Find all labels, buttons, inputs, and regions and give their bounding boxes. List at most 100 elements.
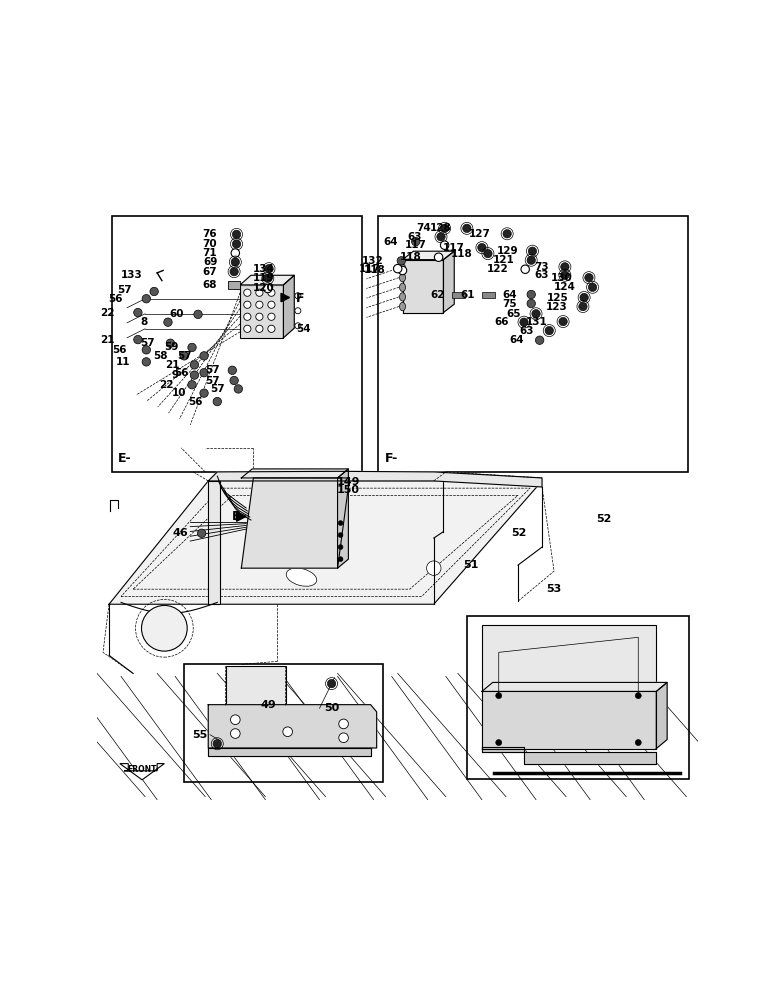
Text: 57: 57 xyxy=(210,384,224,394)
Circle shape xyxy=(230,729,240,738)
Text: 68: 68 xyxy=(203,280,217,290)
Bar xyxy=(482,625,656,691)
Polygon shape xyxy=(482,682,667,691)
Circle shape xyxy=(585,273,593,282)
Text: 118: 118 xyxy=(400,252,422,262)
Circle shape xyxy=(282,727,293,737)
Text: 64: 64 xyxy=(502,290,517,300)
Polygon shape xyxy=(281,293,289,302)
Circle shape xyxy=(561,263,569,271)
Ellipse shape xyxy=(400,293,406,301)
Circle shape xyxy=(520,318,528,326)
Text: 21: 21 xyxy=(101,335,115,345)
Circle shape xyxy=(527,256,535,264)
Text: 67: 67 xyxy=(203,267,217,277)
Text: 55: 55 xyxy=(192,730,207,740)
Circle shape xyxy=(441,241,449,249)
Text: 52: 52 xyxy=(511,528,526,538)
Text: 117: 117 xyxy=(405,240,427,250)
Text: 62: 62 xyxy=(430,290,445,300)
Polygon shape xyxy=(241,478,349,568)
Circle shape xyxy=(188,381,196,389)
Text: 133: 133 xyxy=(120,270,142,280)
Circle shape xyxy=(230,715,240,725)
Text: 118: 118 xyxy=(451,249,473,259)
Polygon shape xyxy=(482,691,656,749)
Circle shape xyxy=(393,264,402,273)
Polygon shape xyxy=(208,748,371,756)
Text: 59: 59 xyxy=(165,342,178,352)
Text: 150: 150 xyxy=(336,485,359,495)
Text: 57: 57 xyxy=(140,338,154,348)
Polygon shape xyxy=(237,512,246,521)
Text: 75: 75 xyxy=(502,299,517,309)
Circle shape xyxy=(411,237,420,246)
Circle shape xyxy=(231,258,240,266)
Circle shape xyxy=(268,289,275,296)
Ellipse shape xyxy=(400,264,406,272)
Text: 127: 127 xyxy=(469,229,491,239)
Ellipse shape xyxy=(400,283,406,292)
Text: 56: 56 xyxy=(174,368,189,378)
Text: 63: 63 xyxy=(519,326,534,336)
Circle shape xyxy=(579,302,587,311)
Text: F: F xyxy=(296,292,304,305)
Text: 130: 130 xyxy=(550,273,572,283)
Bar xyxy=(452,292,465,298)
Circle shape xyxy=(528,247,537,255)
Polygon shape xyxy=(120,764,165,780)
Circle shape xyxy=(559,317,567,326)
Circle shape xyxy=(197,529,206,537)
Text: 51: 51 xyxy=(463,560,479,570)
Text: 132: 132 xyxy=(362,256,383,266)
Bar xyxy=(467,616,689,779)
Circle shape xyxy=(268,325,275,332)
Circle shape xyxy=(213,397,221,406)
Circle shape xyxy=(231,249,240,257)
Circle shape xyxy=(503,230,511,238)
Polygon shape xyxy=(208,705,376,748)
Text: 9: 9 xyxy=(171,370,178,380)
Circle shape xyxy=(150,287,158,296)
Text: 58: 58 xyxy=(154,351,168,361)
Circle shape xyxy=(338,557,343,562)
Circle shape xyxy=(398,266,407,275)
Circle shape xyxy=(441,224,449,233)
Text: 128: 128 xyxy=(430,223,452,233)
Text: 50: 50 xyxy=(324,703,340,713)
Text: 10: 10 xyxy=(171,388,186,398)
Text: 66: 66 xyxy=(494,317,509,327)
Circle shape xyxy=(496,740,502,746)
Text: 53: 53 xyxy=(546,584,562,594)
Circle shape xyxy=(295,308,301,314)
Circle shape xyxy=(338,521,343,525)
Circle shape xyxy=(339,719,348,729)
Ellipse shape xyxy=(400,273,406,282)
Circle shape xyxy=(545,326,553,335)
Circle shape xyxy=(295,293,301,299)
Text: 21: 21 xyxy=(165,360,180,370)
Text: 56: 56 xyxy=(113,345,127,355)
Circle shape xyxy=(496,693,502,699)
Text: 125: 125 xyxy=(547,293,569,303)
Text: 61: 61 xyxy=(460,290,475,300)
Text: 120: 120 xyxy=(253,283,275,293)
Text: 63: 63 xyxy=(407,232,422,242)
Bar xyxy=(184,664,383,782)
Circle shape xyxy=(228,366,237,374)
Circle shape xyxy=(527,299,535,308)
Text: 57: 57 xyxy=(178,351,192,361)
Circle shape xyxy=(532,310,540,318)
Polygon shape xyxy=(338,469,348,568)
Text: 76: 76 xyxy=(203,229,217,239)
Text: 73: 73 xyxy=(535,262,549,272)
Polygon shape xyxy=(240,275,294,285)
Circle shape xyxy=(256,301,263,308)
Ellipse shape xyxy=(400,302,406,311)
Text: 64: 64 xyxy=(383,237,397,247)
Text: 117: 117 xyxy=(359,264,381,274)
Text: 57: 57 xyxy=(117,285,132,295)
Circle shape xyxy=(338,545,343,550)
Bar xyxy=(228,281,240,289)
Text: 57: 57 xyxy=(206,376,220,386)
